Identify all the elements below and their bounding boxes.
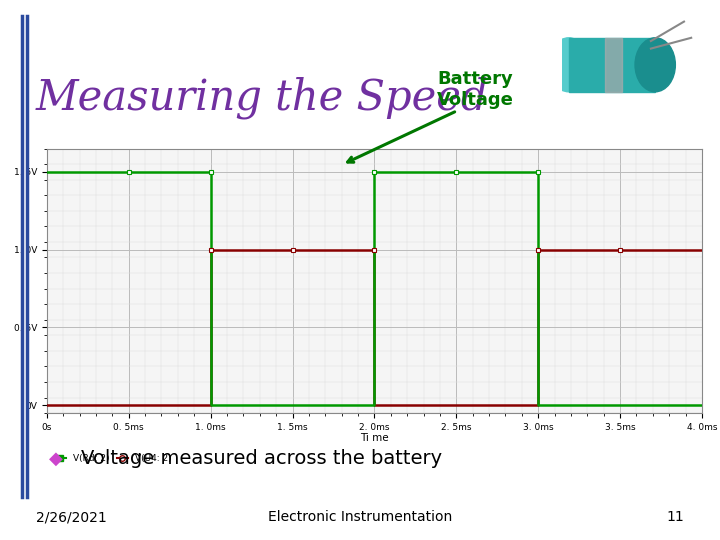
Ellipse shape <box>549 38 589 92</box>
Bar <box>569 38 655 92</box>
Text: Battery
Voltage: Battery Voltage <box>437 70 513 109</box>
Bar <box>605 38 622 92</box>
Legend: V(Rd: 2), V(U4: 2): V(Rd: 2), V(U4: 2) <box>51 450 175 467</box>
X-axis label: Ti me: Ti me <box>360 433 389 443</box>
Text: ◆: ◆ <box>49 450 63 468</box>
Text: 2/26/2021: 2/26/2021 <box>36 510 107 524</box>
Text: 11: 11 <box>666 510 684 524</box>
Ellipse shape <box>635 38 675 92</box>
Text: Voltage measured across the battery: Voltage measured across the battery <box>81 449 443 469</box>
Text: Measuring the Speed: Measuring the Speed <box>36 77 488 119</box>
Text: Electronic Instrumentation: Electronic Instrumentation <box>268 510 452 524</box>
